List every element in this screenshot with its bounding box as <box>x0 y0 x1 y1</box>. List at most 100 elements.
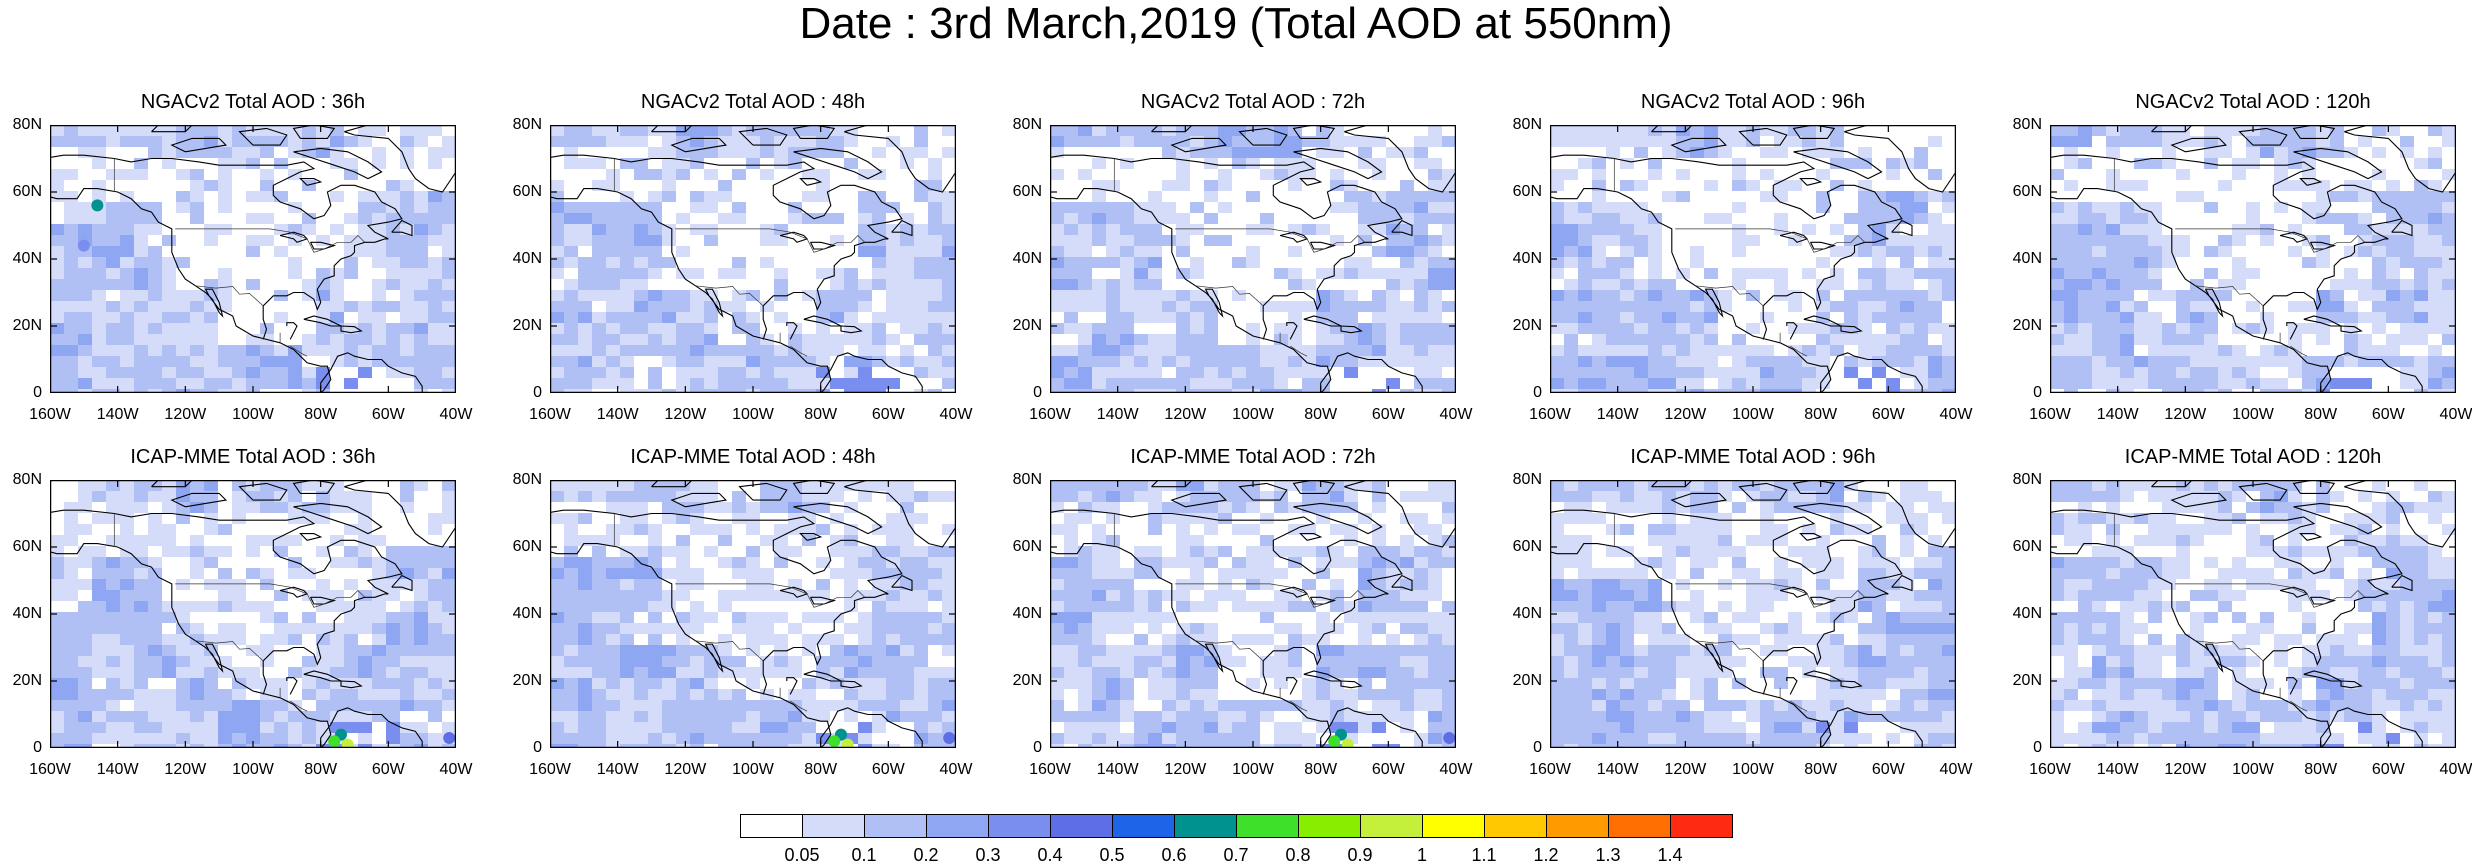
lat-tick-label: 20N <box>1513 318 1542 334</box>
lon-tick-label: 60W <box>872 407 905 423</box>
lat-tick-label: 0 <box>33 385 42 401</box>
lon-tick-label: 60W <box>372 762 405 778</box>
lon-tick-label: 40W <box>2440 762 2472 778</box>
lon-tick-label: 60W <box>1372 407 1405 423</box>
panel-title: ICAP-MME Total AOD : 48h <box>550 446 956 468</box>
colorbar-swatch <box>1050 814 1113 838</box>
lon-tick-label: 120W <box>2164 407 2206 423</box>
aod-hotspot <box>328 735 340 747</box>
colorbar-swatch <box>1484 814 1547 838</box>
lon-tick-label: 100W <box>2232 762 2274 778</box>
colorbar-swatch <box>864 814 927 838</box>
lon-tick-label: 60W <box>1872 407 1905 423</box>
lon-tick-label: 160W <box>1029 407 1071 423</box>
lon-tick-label: 100W <box>1732 762 1774 778</box>
colorbar-swatch <box>1608 814 1671 838</box>
lon-tick-label: 80W <box>1304 762 1337 778</box>
lon-tick-label: 100W <box>232 407 274 423</box>
lat-tick-label: 60N <box>1513 184 1542 200</box>
lon-tick-label: 120W <box>1664 407 1706 423</box>
colorbar-swatch <box>1670 814 1733 838</box>
lon-tick-label: 80W <box>304 762 337 778</box>
lat-tick-label: 0 <box>2033 385 2042 401</box>
lon-tick-label: 40W <box>2440 407 2472 423</box>
panel-title: ICAP-MME Total AOD : 120h <box>2050 446 2456 468</box>
lat-tick-label: 60N <box>13 184 42 200</box>
colorbar-swatch <box>988 814 1051 838</box>
lon-tick-label: 120W <box>664 762 706 778</box>
lon-tick-label: 80W <box>1804 762 1837 778</box>
lon-tick-label: 160W <box>2029 407 2071 423</box>
colorbar-label: 0.5 <box>1099 846 1124 864</box>
lon-tick-label: 120W <box>1164 762 1206 778</box>
lon-tick-label: 100W <box>1232 407 1274 423</box>
aod-hotspot <box>1328 735 1340 747</box>
panel-title: ICAP-MME Total AOD : 72h <box>1050 446 1456 468</box>
lat-tick-label: 60N <box>2013 539 2042 555</box>
colorbar-label: 1.3 <box>1595 846 1620 864</box>
lat-tick-label: 80N <box>513 472 542 488</box>
lon-tick-label: 120W <box>1164 407 1206 423</box>
colorbar-swatch <box>1174 814 1237 838</box>
colorbar-label: 0.2 <box>913 846 938 864</box>
lon-tick-label: 40W <box>440 407 473 423</box>
lat-tick-label: 60N <box>1513 539 1542 555</box>
lon-tick-label: 140W <box>1097 762 1139 778</box>
lat-tick-label: 80N <box>1513 117 1542 133</box>
panel-title: NGACv2 Total AOD : 96h <box>1550 91 1956 113</box>
aod-map <box>50 480 456 748</box>
lat-tick-label: 60N <box>1013 184 1042 200</box>
lat-tick-label: 80N <box>13 472 42 488</box>
lon-tick-label: 80W <box>2304 762 2337 778</box>
lon-tick-label: 140W <box>2097 407 2139 423</box>
aod-map <box>1050 125 1456 393</box>
lat-tick-label: 0 <box>533 385 542 401</box>
lon-tick-label: 80W <box>2304 407 2337 423</box>
colorbar-swatch <box>1422 814 1485 838</box>
lat-tick-label: 40N <box>13 606 42 622</box>
lon-tick-label: 160W <box>2029 762 2071 778</box>
aod-map <box>2050 480 2456 748</box>
lat-tick-label: 80N <box>13 117 42 133</box>
aod-hotspot <box>91 199 103 211</box>
colorbar-label: 0.05 <box>784 846 819 864</box>
lon-tick-label: 120W <box>164 407 206 423</box>
lon-tick-label: 40W <box>1940 762 1973 778</box>
lon-tick-label: 80W <box>804 762 837 778</box>
lat-tick-label: 40N <box>1513 251 1542 267</box>
aod-hotspot <box>78 240 90 252</box>
lon-tick-label: 40W <box>440 762 473 778</box>
lon-tick-label: 40W <box>1440 407 1473 423</box>
aod-map <box>1550 125 1956 393</box>
lat-tick-label: 40N <box>513 251 542 267</box>
lon-tick-label: 80W <box>304 407 337 423</box>
lat-tick-label: 40N <box>1513 606 1542 622</box>
lon-tick-label: 100W <box>232 762 274 778</box>
lat-tick-label: 40N <box>2013 606 2042 622</box>
lon-tick-label: 40W <box>1940 407 1973 423</box>
lon-tick-label: 160W <box>29 762 71 778</box>
lat-tick-label: 60N <box>513 539 542 555</box>
lon-tick-label: 140W <box>1597 407 1639 423</box>
lon-tick-label: 160W <box>1029 762 1071 778</box>
lat-tick-label: 0 <box>1033 385 1042 401</box>
lat-tick-label: 20N <box>513 673 542 689</box>
lat-tick-label: 40N <box>1013 606 1042 622</box>
colorbar-label: 0.6 <box>1161 846 1186 864</box>
lat-tick-label: 0 <box>2033 740 2042 756</box>
lat-tick-label: 20N <box>1013 673 1042 689</box>
lon-tick-label: 140W <box>1597 762 1639 778</box>
colorbar-label: 1.2 <box>1533 846 1558 864</box>
lon-tick-label: 40W <box>940 762 973 778</box>
lon-tick-label: 60W <box>372 407 405 423</box>
colorbar-swatch <box>802 814 865 838</box>
aod-hotspot <box>828 735 840 747</box>
colorbar-swatch <box>1236 814 1299 838</box>
